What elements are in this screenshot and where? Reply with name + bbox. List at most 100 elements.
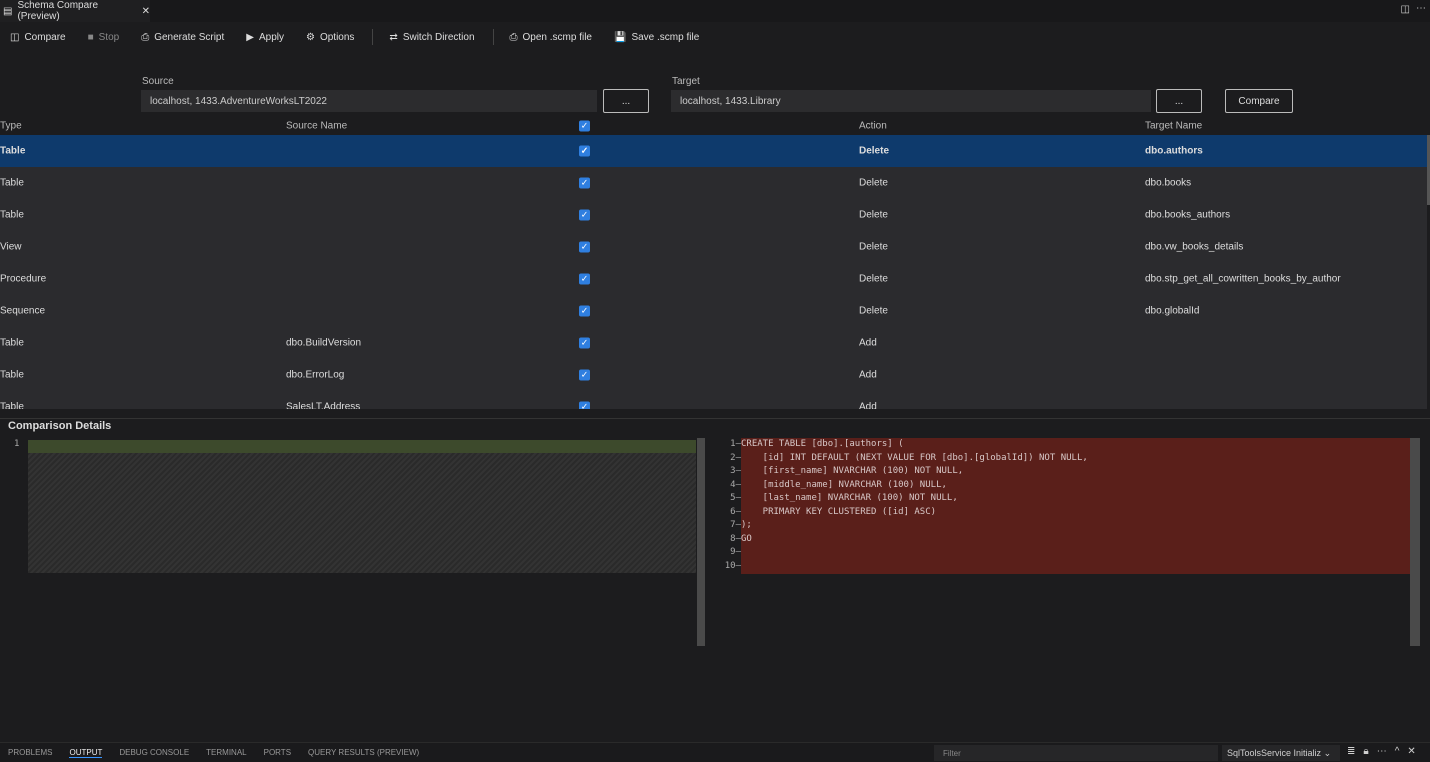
more-icon[interactable]: ⋯ [1416, 3, 1426, 14]
row-source-name: dbo.ErrorLog [286, 369, 345, 381]
row-action: Add [859, 369, 877, 381]
row-include-checkbox[interactable]: ✓ [579, 241, 590, 253]
row-include-checkbox[interactable]: ✓ [579, 273, 590, 285]
switch-icon: ⇄ [389, 31, 398, 43]
row-type: Table [0, 337, 24, 349]
comparison-details-title: Comparison Details [8, 420, 112, 432]
row-target-name: dbo.authors [1145, 145, 1203, 157]
table-row[interactable]: Procedure ✓ Delete dbo.stp_get_all_cowri… [0, 263, 1427, 295]
code-line: 1—CREATE TABLE [dbo].[authors] ( [705, 438, 903, 452]
header-source-name[interactable]: Source Name [286, 120, 348, 132]
target-scrollbar[interactable] [1410, 438, 1420, 646]
header-type[interactable]: Type [0, 120, 22, 132]
panel-tab[interactable]: PROBLEMS [8, 748, 53, 757]
open-scmp-button[interactable]: ⎙ Open .scmp file [509, 31, 592, 43]
save-scmp-button[interactable]: 💾 Save .scmp file [614, 31, 700, 43]
tab-schema-compare[interactable]: ▤ Schema Compare (Preview) ✕ [0, 0, 150, 22]
header-target-name[interactable]: Target Name [1145, 120, 1203, 132]
panel-tab[interactable]: OUTPUT [69, 748, 103, 758]
close-icon[interactable]: ✕ [141, 5, 150, 17]
stop-icon: ■ [87, 31, 94, 43]
source-browse-button[interactable]: ... [603, 89, 649, 113]
lock-icon[interactable]: 🔒︎ [1363, 746, 1369, 757]
apply-button[interactable]: ▶ Apply [246, 31, 284, 43]
stop-button[interactable]: ■ Stop [87, 31, 120, 43]
line-number: 5— [730, 493, 741, 503]
row-action: Delete [859, 177, 888, 189]
clear-output-icon[interactable]: ≣ [1347, 746, 1356, 757]
row-type: Procedure [0, 273, 47, 285]
row-target-name: dbo.vw_books_details [1145, 241, 1244, 253]
row-target-name: dbo.globalId [1145, 305, 1200, 317]
panel-tab[interactable]: QUERY RESULTS (PREVIEW) [308, 748, 420, 757]
code-line: 8—GO [705, 533, 752, 547]
row-action: Delete [859, 145, 890, 157]
table-row[interactable]: Table ✓ Delete dbo.authors [0, 135, 1427, 167]
more-icon[interactable]: ⋯ [1376, 746, 1387, 757]
source-input[interactable]: localhost, 1433.AdventureWorksLT2022 [141, 90, 597, 112]
code-line: 7—); [705, 519, 752, 533]
script-icon: ⎙ [141, 31, 150, 43]
row-include-checkbox[interactable]: ✓ [579, 177, 590, 189]
row-action: Add [859, 337, 877, 349]
table-row[interactable]: Table dbo.BuildVersion ✓ Add [0, 327, 1427, 359]
play-icon: ▶ [246, 31, 254, 43]
line-number: 7— [730, 520, 741, 530]
code-line: 5— [last_name] NVARCHAR (100) NOT NULL, [705, 492, 958, 506]
row-include-checkbox[interactable]: ✓ [579, 145, 590, 157]
panel-tab[interactable]: TERMINAL [206, 748, 247, 757]
table-row[interactable]: Table ✓ Delete dbo.books [0, 167, 1427, 199]
code-line: 10— [705, 560, 741, 574]
row-include-checkbox[interactable]: ✓ [579, 337, 590, 349]
compare-action-button[interactable]: Compare [1225, 89, 1293, 113]
row-include-checkbox[interactable]: ✓ [579, 209, 590, 221]
results-grid: Type Source Name ✓ Action Target Name Ta… [0, 117, 1427, 409]
line-number: 9— [730, 547, 741, 557]
row-action: Delete [859, 209, 888, 221]
row-type: View [0, 241, 22, 253]
target-input[interactable]: localhost, 1433.Library [671, 90, 1151, 112]
open-file-icon: ⎙ [509, 31, 518, 43]
select-all-checkbox[interactable]: ✓ [579, 120, 590, 132]
line-number: 4— [730, 479, 741, 490]
compare-button[interactable]: ◫ Compare [10, 31, 66, 43]
options-button[interactable]: ⚙ Options [305, 31, 355, 43]
row-include-checkbox[interactable]: ✓ [579, 369, 590, 381]
generate-script-button[interactable]: ⎙ Generate Script [141, 31, 225, 43]
switch-direction-button[interactable]: ⇄ Switch Direction [389, 31, 475, 43]
source-scrollbar[interactable] [697, 438, 705, 646]
panel-tab[interactable]: DEBUG CONSOLE [119, 748, 190, 757]
row-target-name: dbo.books [1145, 177, 1192, 189]
schema-compare-icon: ▤ [3, 5, 13, 17]
row-source-name: SalesLT.Address [286, 401, 361, 410]
line-number: 1 [14, 439, 20, 449]
target-script-pane: 1—CREATE TABLE [dbo].[authors] (2— [id] … [705, 438, 1430, 738]
code-line: 6— PRIMARY KEY CLUSTERED ([id] ASC) [705, 506, 936, 520]
row-include-checkbox[interactable]: ✓ [579, 305, 590, 317]
save-icon: 💾 [614, 31, 627, 43]
source-label: Source [142, 76, 174, 87]
table-row[interactable]: Table dbo.ErrorLog ✓ Add [0, 359, 1427, 391]
grid-scrollbar[interactable] [1427, 135, 1430, 205]
row-type: Sequence [0, 305, 46, 317]
line-number: 3— [730, 466, 741, 476]
grid-header: Type Source Name ✓ Action Target Name [0, 117, 1427, 135]
table-row[interactable]: Sequence ✓ Delete dbo.globalId [0, 295, 1427, 327]
close-panel-icon[interactable]: ✕ [1407, 746, 1416, 757]
table-row[interactable]: View ✓ Delete dbo.vw_books_details [0, 231, 1427, 263]
maximize-icon[interactable]: ^ [1394, 746, 1400, 757]
code-line: 2— [id] INT DEFAULT (NEXT VALUE FOR [dbo… [705, 452, 1088, 466]
output-filter-input[interactable]: Filter [934, 745, 1218, 761]
header-action[interactable]: Action [859, 120, 887, 132]
row-type: Table [0, 177, 24, 189]
split-editor-icon[interactable]: ◫ [1400, 4, 1410, 15]
divider [492, 29, 494, 45]
table-row[interactable]: Table SalesLT.Address ✓ Add [0, 391, 1427, 409]
table-row[interactable]: Table ✓ Delete dbo.books_authors [0, 199, 1427, 231]
panel-tab[interactable]: PORTS [263, 748, 292, 757]
target-browse-button[interactable]: ... [1156, 89, 1202, 113]
output-channel-select[interactable]: SqlToolsService Initializ ⌄ [1222, 745, 1340, 761]
diff-line-removed [741, 438, 1415, 574]
row-source-name: dbo.BuildVersion [286, 337, 362, 349]
row-include-checkbox[interactable]: ✓ [579, 401, 590, 409]
